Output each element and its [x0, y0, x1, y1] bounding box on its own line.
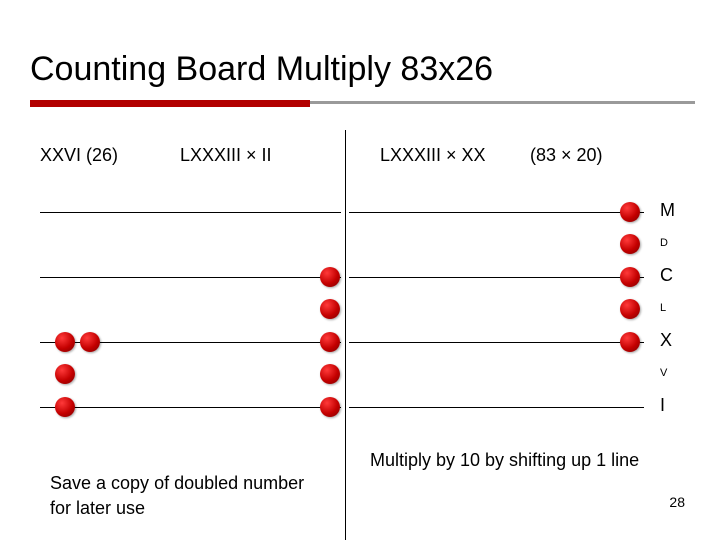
counter-dot — [320, 299, 340, 319]
counter-dot — [320, 397, 340, 417]
board-line-X-right — [349, 342, 644, 343]
row-label-C: C — [660, 265, 673, 286]
row-label-M: M — [660, 200, 675, 221]
counter-dot — [620, 267, 640, 287]
row-label-I: I — [660, 395, 665, 416]
footer-note-right: Multiply by 10 by shifting up 1 line — [370, 450, 710, 471]
footer-note-left: Save a copy of doubled number for later … — [50, 471, 310, 520]
counter-dot — [620, 332, 640, 352]
board-line-C-left — [40, 277, 341, 278]
counter-dot — [620, 299, 640, 319]
row-label-D: D — [660, 237, 668, 249]
title-rule-gray — [310, 101, 695, 104]
row-label-X: X — [660, 330, 672, 351]
counter-dot — [55, 364, 75, 384]
counter-dot — [80, 332, 100, 352]
counter-dot — [620, 202, 640, 222]
col-header-3: LXXXIII × XX — [380, 145, 486, 166]
page-number: 28 — [669, 494, 685, 510]
title-rule-red — [30, 100, 310, 107]
board-line-I-left — [40, 407, 341, 408]
counter-dot — [320, 267, 340, 287]
board-line-M-left — [40, 212, 341, 213]
board-line-C-right — [349, 277, 644, 278]
slide-title: Counting Board Multiply 83x26 — [30, 50, 493, 89]
counter-dot — [55, 397, 75, 417]
board-line-I-right — [349, 407, 644, 408]
col-header-2: LXXXIII × II — [180, 145, 272, 166]
board-divider — [345, 130, 346, 540]
counter-dot — [620, 234, 640, 254]
col-header-1: XXVI (26) — [40, 145, 118, 166]
counter-dot — [55, 332, 75, 352]
row-label-V: V — [660, 367, 667, 379]
row-label-L: L — [660, 302, 666, 314]
counter-dot — [320, 332, 340, 352]
col-header-4: (83 × 20) — [530, 145, 603, 166]
counter-dot — [320, 364, 340, 384]
board-line-M-right — [349, 212, 644, 213]
